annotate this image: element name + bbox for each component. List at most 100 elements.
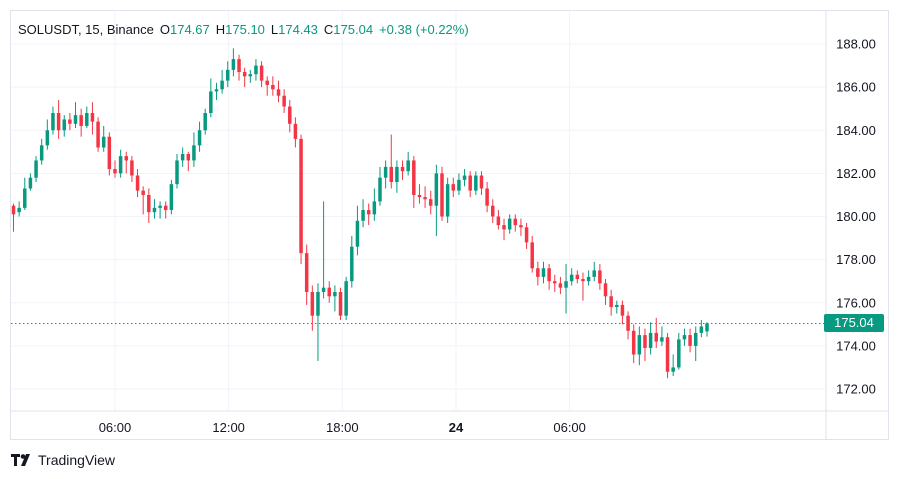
candle-body	[34, 160, 38, 178]
candle-body	[11, 205, 16, 215]
candle-body	[214, 89, 219, 92]
candle-body	[564, 281, 568, 288]
brand-label: TradingView	[38, 452, 116, 468]
candle-body	[451, 184, 456, 191]
candle-body	[141, 190, 145, 195]
y-axis-label: 182.00	[836, 166, 876, 181]
candle-body	[693, 332, 698, 346]
candle-body	[231, 59, 236, 70]
candle-body	[163, 205, 168, 211]
candle-body	[23, 188, 27, 208]
candle-body	[355, 220, 360, 247]
candle-body	[96, 121, 100, 148]
candle-body	[609, 296, 613, 308]
candle-body	[203, 113, 207, 131]
candle-body	[474, 175, 478, 191]
candle-body	[434, 173, 439, 206]
candle-body	[445, 184, 450, 217]
candle-body	[338, 291, 343, 316]
candle-body	[85, 113, 89, 126]
candle-body	[569, 274, 574, 282]
candle-body	[378, 177, 382, 202]
candle-body	[428, 199, 433, 206]
candle-body	[310, 291, 315, 316]
candle-body	[361, 210, 365, 221]
candle-body	[90, 113, 95, 122]
candle-body	[440, 173, 444, 217]
candle-body	[51, 113, 55, 131]
candle-body	[316, 291, 320, 316]
candle-body	[101, 136, 106, 148]
symbol-label[interactable]: SOLUSDT, 15, Binance	[18, 22, 154, 37]
candle-body	[147, 194, 151, 213]
candle-body	[524, 227, 529, 243]
candle-body	[417, 194, 422, 198]
open-value: 174.67	[169, 22, 210, 37]
candle-body	[513, 218, 518, 226]
x-axis-label: 24	[449, 420, 464, 435]
candle-body	[553, 281, 557, 284]
candle-body	[598, 270, 602, 284]
candle-body	[462, 175, 467, 180]
candle-body	[242, 72, 247, 77]
y-axis-label: 180.00	[836, 209, 876, 224]
tradingview-logo-icon	[11, 454, 30, 466]
change-value: +0.38 (+0.22%)	[379, 22, 469, 37]
candle-body	[366, 210, 371, 215]
tradingview-brand[interactable]: TradingView	[11, 452, 115, 468]
candle-body	[220, 80, 224, 90]
candle-body	[631, 330, 636, 355]
candle-body	[372, 201, 377, 215]
candle-body	[620, 304, 625, 316]
candle-body	[637, 335, 642, 355]
candle-body	[226, 69, 230, 81]
candle-body	[333, 291, 337, 297]
candle-body	[507, 218, 512, 230]
candle-body	[135, 175, 140, 191]
y-axis-label: 184.00	[836, 123, 876, 138]
candle-body	[530, 242, 534, 269]
candle-body	[592, 270, 596, 277]
candle-body	[152, 207, 157, 213]
candle-body	[643, 335, 647, 349]
candle-body	[485, 188, 489, 206]
x-axis-label: 18:00	[326, 420, 359, 435]
candle-body	[400, 166, 405, 172]
candle-body	[62, 119, 66, 131]
candle-body	[259, 65, 264, 81]
candle-body	[547, 268, 551, 282]
candle-body	[192, 145, 196, 161]
candle-body	[654, 332, 659, 342]
candle-body	[304, 253, 309, 292]
candle-body	[665, 337, 670, 372]
candle-body	[113, 169, 117, 174]
candle-body	[107, 136, 112, 170]
candle-body	[541, 268, 546, 277]
candle-body	[457, 179, 461, 191]
candle-body	[79, 115, 83, 126]
candle-body	[699, 326, 704, 333]
candle-body	[175, 160, 179, 185]
close-key: C	[323, 22, 334, 37]
candle-body	[468, 175, 472, 191]
candle-body	[502, 225, 506, 230]
candle-body	[677, 339, 681, 368]
candle-body	[423, 197, 427, 200]
candle-body	[180, 153, 185, 161]
candle-body	[705, 323, 709, 332]
candle-body	[479, 175, 484, 189]
candle-body	[130, 160, 134, 176]
candle-body	[660, 337, 664, 342]
candle-body	[321, 287, 326, 292]
candle-body	[28, 177, 33, 189]
candle-body	[118, 156, 123, 174]
candle-body	[491, 205, 495, 217]
ohlc-legend: SOLUSDT, 15, Binance O 174.67 H 175.10 L…	[18, 22, 475, 37]
last-price-badge: 175.04	[824, 314, 884, 333]
y-axis-label: 174.00	[836, 338, 876, 353]
low-value: 174.43	[278, 22, 318, 37]
open-key: O	[159, 22, 170, 37]
candle-body	[248, 74, 253, 77]
candle-body	[209, 91, 213, 113]
